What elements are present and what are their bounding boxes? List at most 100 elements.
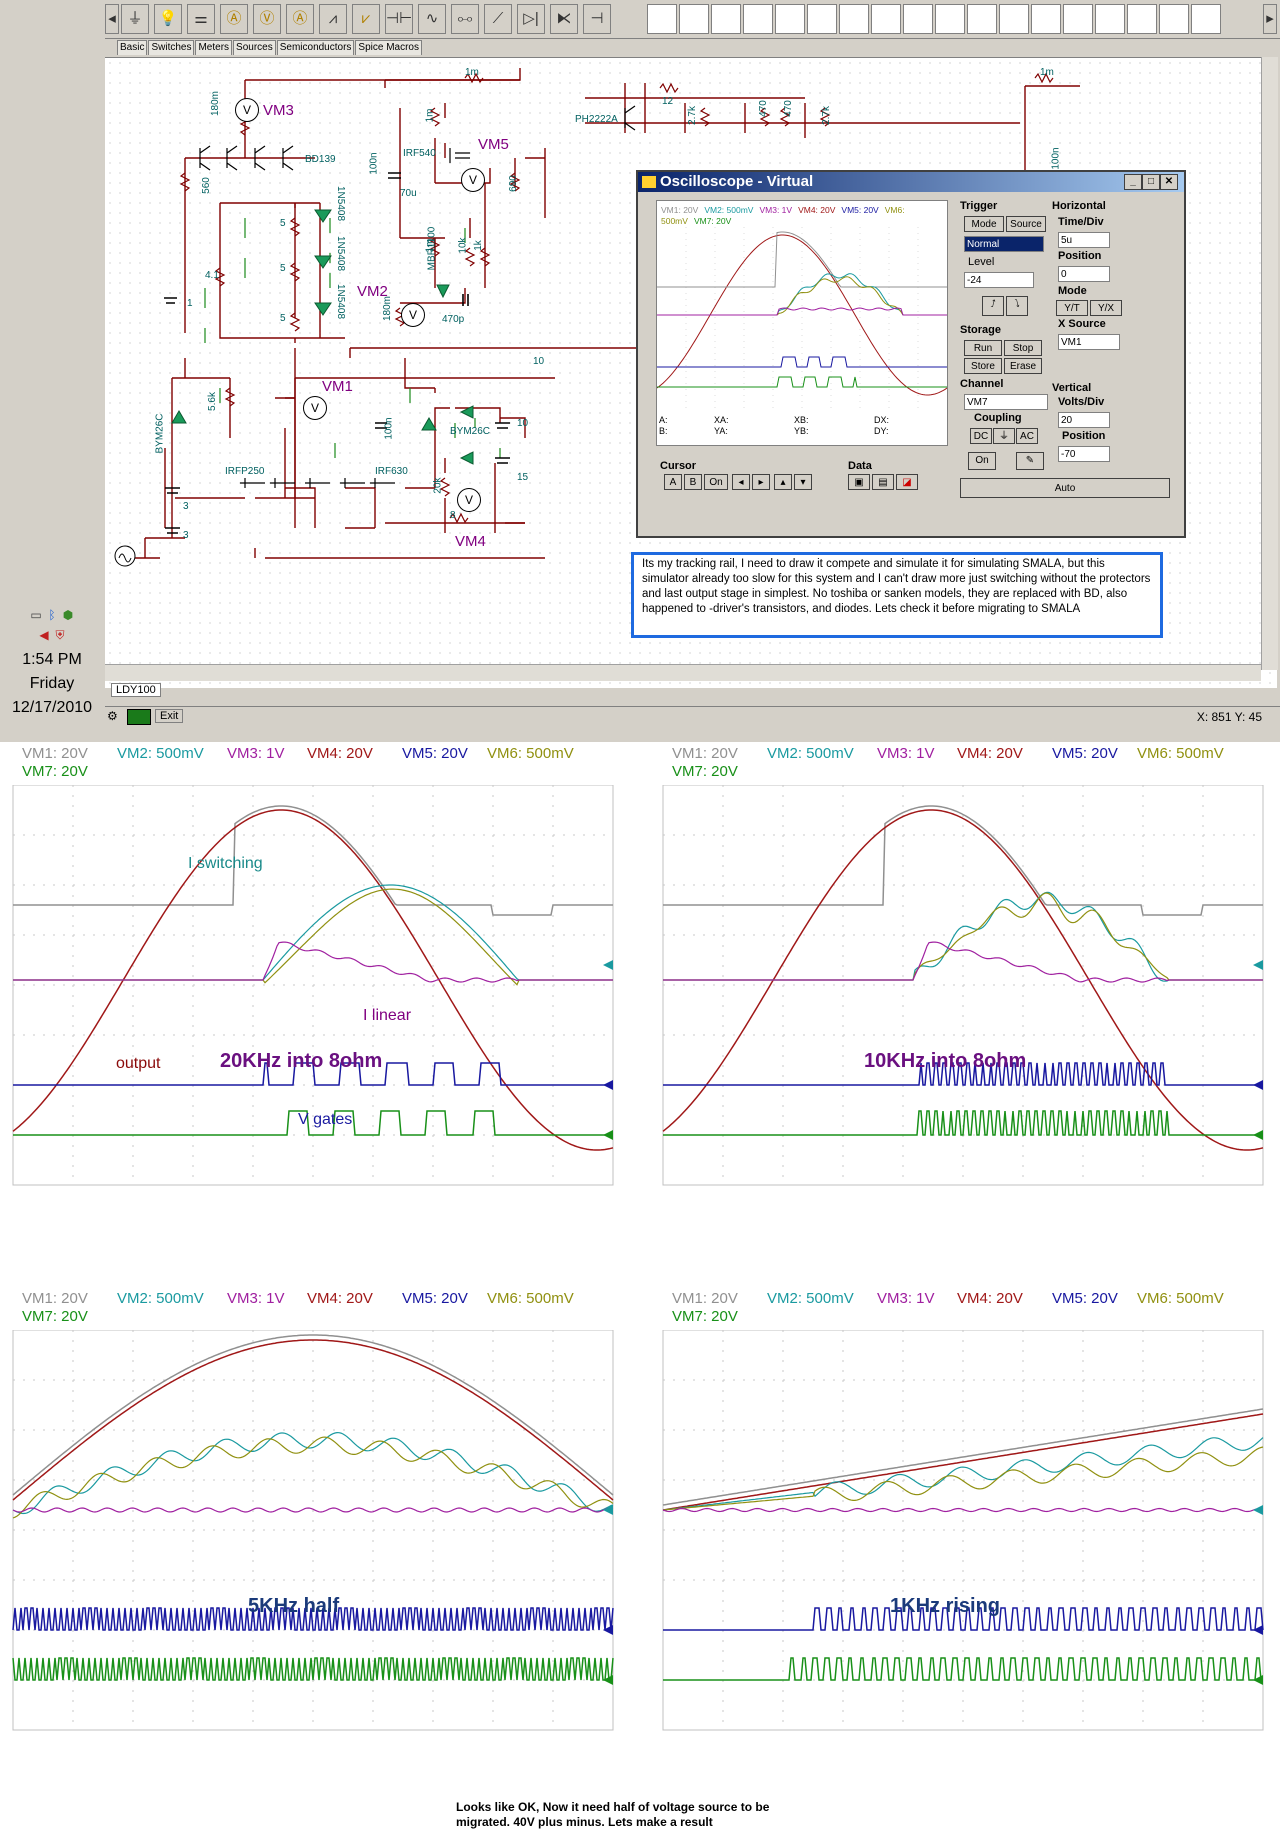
screen-legend-item: VM5: 20V — [841, 205, 879, 215]
cursor-up-icon[interactable]: ▴ — [774, 474, 792, 490]
toolbar-empty-slot[interactable] — [967, 4, 997, 34]
falling-edge-icon[interactable]: ⭝ — [1006, 296, 1028, 316]
shield-icon[interactable]: ⛨ — [55, 628, 65, 642]
toolbar-empty-slot[interactable] — [935, 4, 965, 34]
color-pen-icon[interactable]: ✎ — [1016, 452, 1044, 470]
data-clear-icon[interactable]: ◪ — [896, 474, 918, 490]
network-icon[interactable]: ▭ — [30, 608, 42, 622]
inductor-icon[interactable]: ∿ — [418, 4, 446, 34]
voltmeter-vm1-icon[interactable]: V — [303, 396, 327, 420]
toolbar-empty-slot[interactable] — [839, 4, 869, 34]
capacitor-icon[interactable]: ⊣⊢ — [385, 4, 413, 34]
component-tab[interactable]: Semiconductors — [276, 40, 355, 55]
voltsdiv-field[interactable]: 20 — [1058, 412, 1110, 428]
cursor-left-icon[interactable]: ◂ — [732, 474, 750, 490]
oscilloscope-titlebar[interactable]: Oscilloscope - Virtual _ □ ✕ — [638, 172, 1184, 192]
trigger-mode-select[interactable]: Normal — [964, 236, 1044, 252]
panel-legend-item: VM3: 1V — [877, 745, 935, 762]
ammeter2-icon[interactable]: Ⓐ — [286, 4, 314, 34]
toolbar-empty-slot[interactable] — [871, 4, 901, 34]
maximize-icon[interactable]: □ — [1142, 174, 1160, 190]
potentiometer-icon[interactable]: ⩗ — [352, 4, 380, 34]
minimize-icon[interactable]: _ — [1124, 174, 1142, 190]
sheet-tab[interactable]: LDY100 — [111, 683, 161, 697]
trigger-mode-button[interactable]: Mode — [964, 216, 1004, 232]
plus-icon[interactable]: ⊣ — [583, 4, 611, 34]
voltmeter-vm2-icon[interactable]: V — [401, 303, 425, 327]
channel-select[interactable]: VM7 — [964, 394, 1048, 410]
component-tab[interactable]: Switches — [148, 40, 195, 55]
auto-button[interactable]: Auto — [960, 478, 1170, 498]
horizontal-scrollbar[interactable] — [105, 664, 1261, 681]
toolbar-empty-slot[interactable] — [1063, 4, 1093, 34]
data-export-icon[interactable]: ▣ — [848, 474, 870, 490]
diode-icon[interactable]: ▷| — [517, 4, 545, 34]
toolbar-empty-slot[interactable] — [647, 4, 677, 34]
zener-icon[interactable]: ⧔ — [550, 4, 578, 34]
cursor-on-button[interactable]: On — [704, 474, 728, 490]
toolbar-empty-slot[interactable] — [743, 4, 773, 34]
cursor-right-icon[interactable]: ▸ — [752, 474, 770, 490]
yx-button[interactable]: Y/X — [1090, 300, 1122, 316]
cursor-b-button[interactable]: B — [684, 474, 702, 490]
toolbar-empty-slot[interactable] — [999, 4, 1029, 34]
toolbar-empty-slot[interactable] — [807, 4, 837, 34]
dc-button[interactable]: DC — [970, 428, 992, 444]
horiz-position-field[interactable]: 0 — [1058, 266, 1110, 282]
toolbar-empty-slot[interactable] — [775, 4, 805, 34]
toolbar-empty-slot[interactable] — [679, 4, 709, 34]
speaker-icon[interactable]: ◀ — [39, 628, 49, 642]
toolbar-empty-slot[interactable] — [1127, 4, 1157, 34]
component-tab[interactable]: Sources — [233, 40, 276, 55]
ground-icon[interactable]: ⏚ — [121, 4, 149, 34]
rising-edge-icon[interactable]: ⭜ — [982, 296, 1004, 316]
settings-icon[interactable]: ⚙ — [107, 709, 118, 723]
bulb-icon[interactable]: 💡 — [154, 4, 182, 34]
toolbar-empty-slot[interactable] — [1191, 4, 1221, 34]
toolbar-empty-slot[interactable] — [1031, 4, 1061, 34]
update-icon[interactable]: ⬢ — [62, 608, 74, 622]
cursor-down-icon[interactable]: ▾ — [794, 474, 812, 490]
erase-button[interactable]: Erase — [1004, 358, 1042, 374]
toolbar-empty-slot[interactable] — [903, 4, 933, 34]
ac-button[interactable]: AC — [1016, 428, 1038, 444]
transformer-icon[interactable]: ⧟ — [451, 4, 479, 34]
switch-icon[interactable]: ⟋ — [484, 4, 512, 34]
toolbar-scroll-right-icon[interactable]: ▸ — [1263, 4, 1277, 34]
toolbar-empty-slot[interactable] — [1159, 4, 1189, 34]
component-tab[interactable]: Meters — [195, 40, 233, 55]
battery-icon[interactable]: ⚌ — [187, 4, 215, 34]
vert-position-field[interactable]: -70 — [1058, 446, 1110, 462]
toolbar-scroll-left-icon[interactable]: ◂ — [105, 4, 119, 34]
toolbar-empty-slot[interactable] — [1095, 4, 1125, 34]
voltmeter-icon[interactable]: Ⓥ — [253, 4, 281, 34]
voltmeter-vm3-icon[interactable]: V — [235, 98, 259, 122]
scope-icon[interactable] — [127, 709, 151, 725]
oscilloscope-screen[interactable]: VM1: 20V VM2: 500mV VM3: 1V VM4: 20V VM5: 20… — [656, 200, 948, 446]
gnd-button[interactable]: ⏚ — [993, 428, 1015, 444]
close-icon[interactable]: ✕ — [1160, 174, 1178, 190]
trigger-level-field[interactable]: -24 — [964, 272, 1034, 288]
component-tab[interactable]: Basic — [117, 40, 148, 55]
trigger-source-button[interactable]: Source — [1006, 216, 1046, 232]
toolbar-empty-slot[interactable] — [711, 4, 741, 34]
channel-on-button[interactable]: On — [968, 452, 996, 470]
voltmeter-vm4-icon[interactable]: V — [457, 488, 481, 512]
run-button[interactable]: Run — [964, 340, 1002, 356]
clock-time[interactable]: 1:54 PM — [22, 651, 82, 668]
bluetooth-icon[interactable]: ᛒ — [48, 608, 56, 622]
component-tab[interactable]: Spice Macros — [355, 40, 422, 55]
panel-caption: 5KHz half — [248, 1595, 340, 1617]
store-button[interactable]: Store — [964, 358, 1002, 374]
vertical-scrollbar[interactable] — [1261, 57, 1278, 670]
stop-button[interactable]: Stop — [1004, 340, 1042, 356]
voltmeter-vm5-icon[interactable]: V — [461, 168, 485, 192]
cursor-a-button[interactable]: A — [664, 474, 682, 490]
timediv-field[interactable]: 5u — [1058, 232, 1110, 248]
yt-button[interactable]: Y/T — [1056, 300, 1088, 316]
xsource-select[interactable]: VM1 — [1058, 334, 1120, 350]
exit-button[interactable]: Exit — [155, 709, 184, 723]
ammeter-icon[interactable]: Ⓐ — [220, 4, 248, 34]
data-import-icon[interactable]: ▤ — [872, 474, 894, 490]
resistor-icon[interactable]: ⩘ — [319, 4, 347, 34]
